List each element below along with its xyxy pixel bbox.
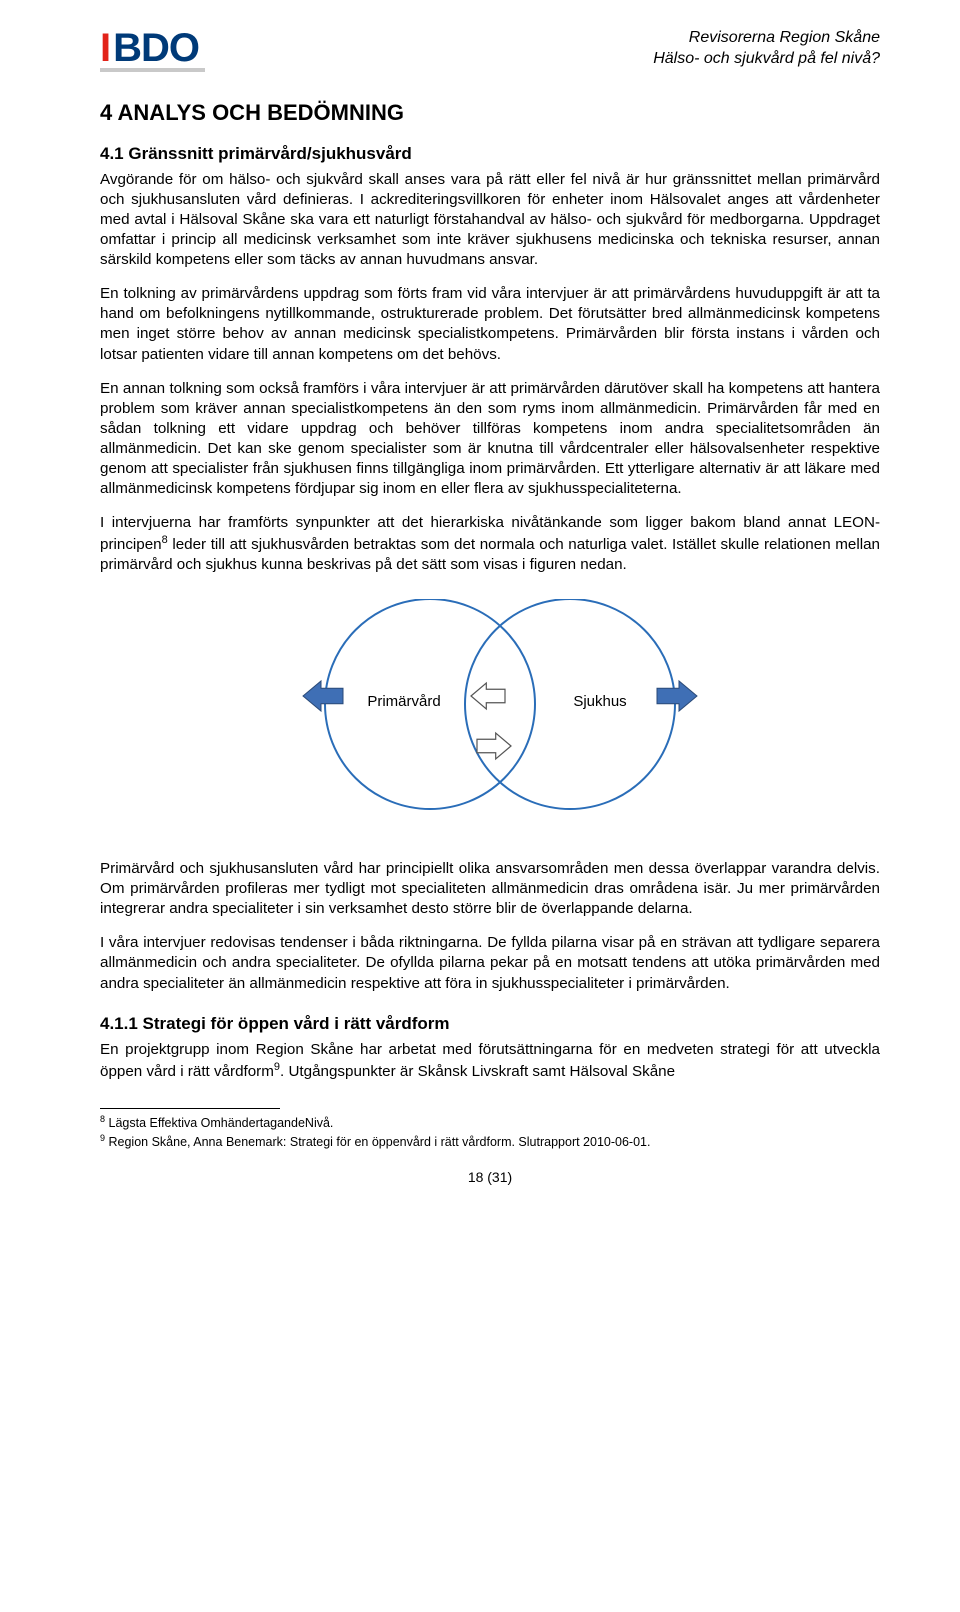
logo-initial: I [100, 28, 113, 72]
subsection-heading: 4.1 Gränssnitt primärvård/sjukhusvård [100, 144, 880, 164]
footnote-8: 8 Lägsta Effektiva OmhändertagandeNivå. [100, 1113, 880, 1132]
p7-post: . Utgångspunkter är Skånsk Livskraft sam… [280, 1063, 675, 1080]
paragraph-5: Primärvård och sjukhusansluten vård har … [100, 859, 880, 919]
paragraph-6: I våra intervjuer redovisas tendenser i … [100, 933, 880, 993]
footnote-separator [100, 1108, 280, 1109]
page-header: I BDO Revisorerna Region Skåne Hälso- oc… [100, 28, 880, 72]
subsubsection-heading: 4.1.1 Strategi för öppen vård i rätt vår… [100, 1014, 880, 1034]
logo-text: BDO [113, 28, 205, 72]
footnote-8-text: Lägsta Effektiva OmhändertagandeNivå. [105, 1116, 333, 1130]
venn-diagram: Primärvård Sjukhus [250, 599, 730, 829]
svg-text:Primärvård: Primärvård [367, 693, 440, 710]
paragraph-2: En tolkning av primärvårdens uppdrag som… [100, 284, 880, 364]
paragraph-3: En annan tolkning som också framförs i v… [100, 379, 880, 499]
venn-diagram-wrap: Primärvård Sjukhus [100, 599, 880, 829]
bdo-logo: I BDO [100, 28, 205, 72]
section-heading: 4 ANALYS OCH BEDÖMNING [100, 100, 880, 126]
paragraph-4: I intervjuerna har framförts synpunkter … [100, 513, 880, 575]
footnote-9: 9 Region Skåne, Anna Benemark: Strategi … [100, 1132, 880, 1151]
footnote-9-text: Region Skåne, Anna Benemark: Strategi fö… [105, 1135, 650, 1149]
page-number: 18 (31) [100, 1169, 880, 1185]
header-right-block: Revisorerna Region Skåne Hälso- och sjuk… [653, 28, 880, 70]
p4-post: leder till att sjukhusvården betraktas s… [100, 536, 880, 573]
footnote-list: 8 Lägsta Effektiva OmhändertagandeNivå. … [100, 1113, 880, 1151]
header-right-line1: Revisorerna Region Skåne [653, 28, 880, 49]
page: I BDO Revisorerna Region Skåne Hälso- oc… [0, 0, 960, 1225]
paragraph-7: En projektgrupp inom Region Skåne har ar… [100, 1040, 880, 1082]
svg-text:Sjukhus: Sjukhus [573, 693, 626, 710]
header-right-line2: Hälso- och sjukvård på fel nivå? [653, 49, 880, 70]
paragraph-1: Avgörande för om hälso- och sjukvård ska… [100, 170, 880, 270]
